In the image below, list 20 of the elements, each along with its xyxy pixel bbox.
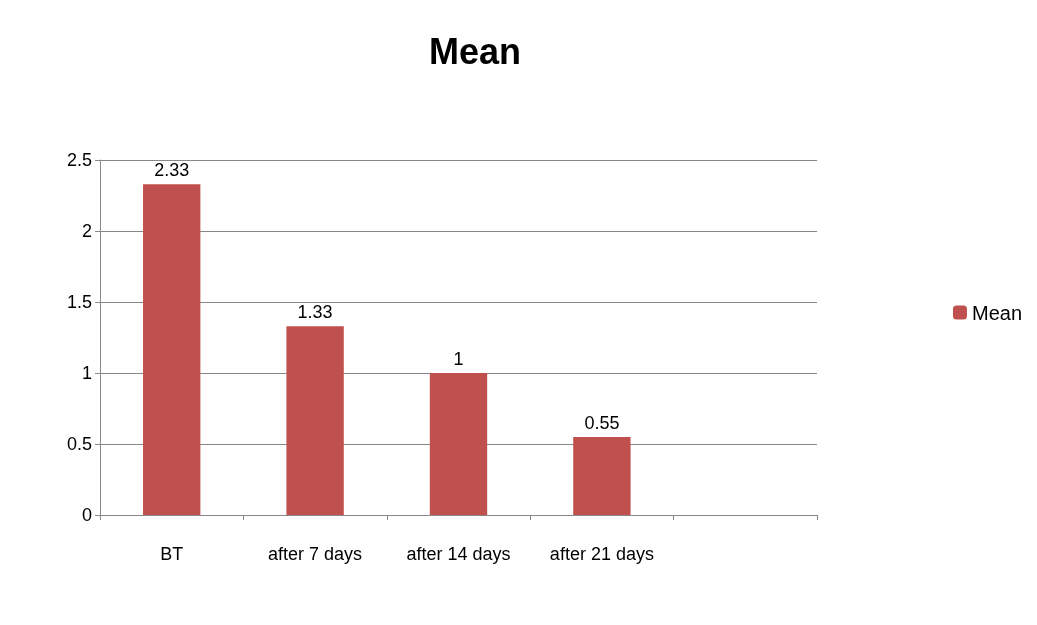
bar — [429, 373, 488, 515]
bar — [143, 184, 201, 515]
data-label: 0.55 — [584, 412, 620, 433]
bar — [286, 326, 344, 515]
legend-label: Mean — [971, 301, 1022, 324]
data-label: 1.33 — [297, 302, 333, 323]
y-tick-label: 1.5 — [66, 292, 92, 312]
x-tick-label: after 21 days — [549, 544, 654, 564]
y-tick-label: 1 — [81, 363, 92, 383]
x-tick-label: after 7 days — [268, 544, 363, 564]
y-tick-label: 0 — [81, 505, 92, 525]
data-label: 1 — [453, 349, 464, 369]
y-tick-label: 0.5 — [66, 434, 92, 454]
data-label: 2.33 — [154, 160, 190, 181]
x-tick-label: after 14 days — [406, 544, 511, 564]
chart-title: Mean — [428, 30, 522, 72]
x-tick-label: BT — [160, 544, 184, 564]
y-tick-label: 2 — [81, 221, 92, 241]
bar — [573, 436, 631, 515]
y-tick-label: 2.5 — [66, 150, 92, 170]
